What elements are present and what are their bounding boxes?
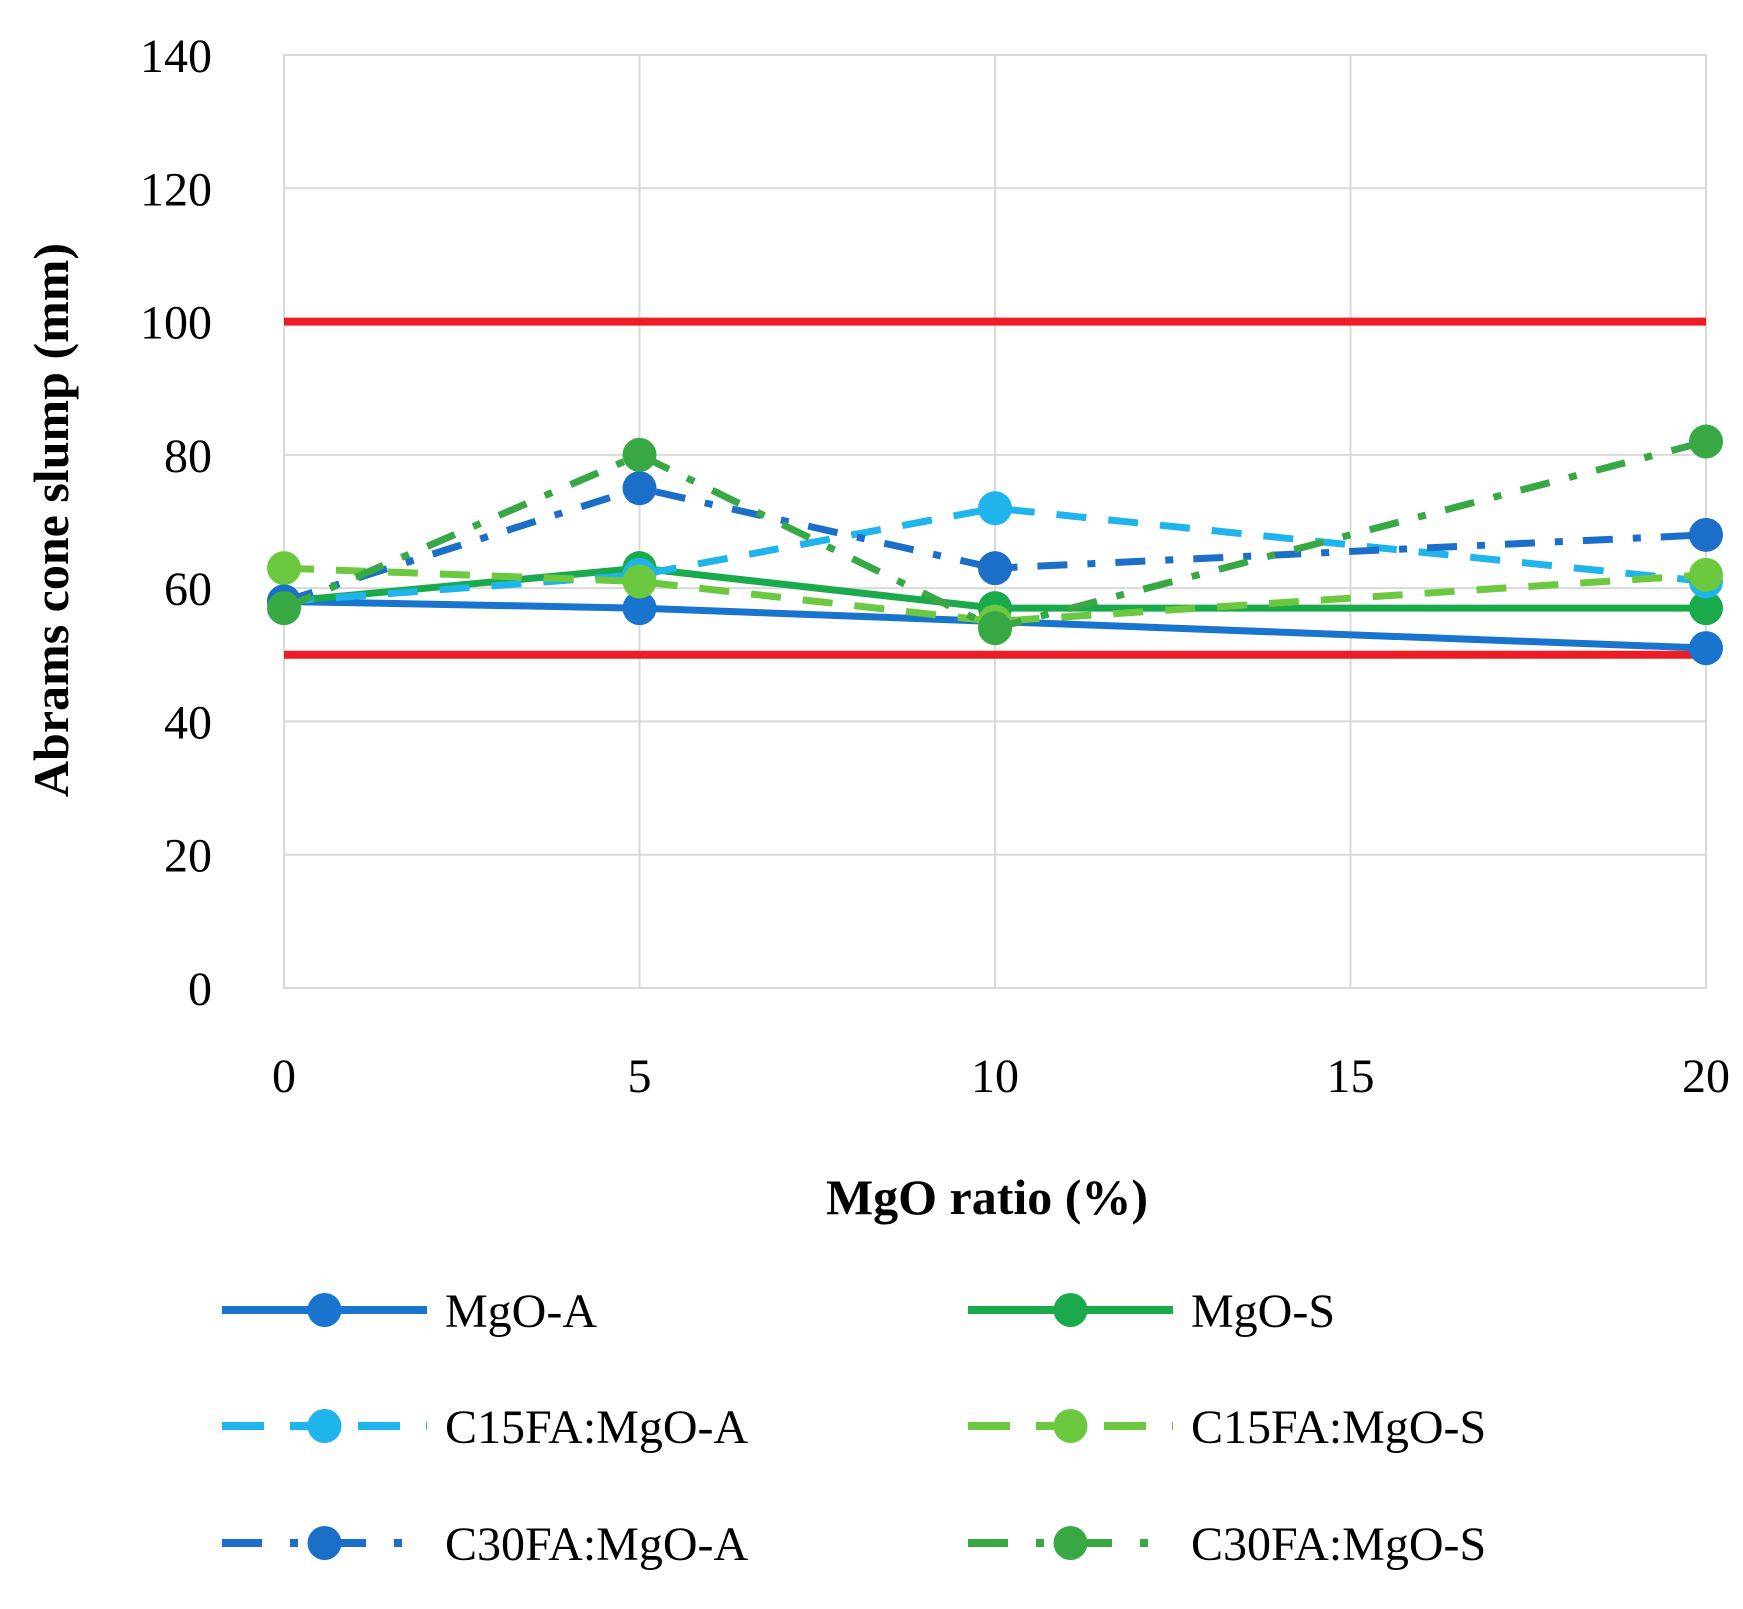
data-point xyxy=(978,551,1012,586)
data-point xyxy=(1689,517,1723,552)
x-tick-label: 15 xyxy=(1327,1050,1375,1103)
data-point xyxy=(622,437,657,472)
x-tick-labels: 0 5 10 15 20 xyxy=(272,1050,1730,1103)
y-tick-label: 40 xyxy=(164,696,212,749)
series-line-c30fa-mgo-a xyxy=(282,484,1707,605)
series-c30fa-mgo-s xyxy=(267,424,1723,646)
legend-marker xyxy=(1053,1409,1088,1443)
legend-marker xyxy=(307,1409,342,1443)
data-point xyxy=(267,551,301,586)
data-point xyxy=(622,564,657,599)
legend-item-c15fa-mgo-a: C15FA:MgO-A xyxy=(222,1401,748,1454)
legend: MgO-A MgO-S C15FA:MgO-A C15FA:MgO-S C30FA:Mg… xyxy=(222,1285,1486,1571)
legend-label: C30FA:MgO-S xyxy=(1191,1518,1486,1571)
legend-item-mgo-s: MgO-S xyxy=(968,1285,1335,1338)
y-tick-label: 20 xyxy=(164,830,212,883)
data-point xyxy=(622,591,657,626)
legend-item-c15fa-mgo-s: C15FA:MgO-S xyxy=(968,1401,1486,1454)
legend-item-c30fa-mgo-s: C30FA:MgO-S xyxy=(968,1518,1486,1571)
data-point xyxy=(1689,591,1723,626)
series-line-c15fa-mgo-a xyxy=(283,504,1707,605)
data-point xyxy=(978,491,1012,526)
data-point xyxy=(267,591,301,626)
y-tick-label: 80 xyxy=(164,430,212,483)
legend-label: C15FA:MgO-A xyxy=(445,1401,748,1454)
legend-marker xyxy=(307,1293,342,1327)
legend-item-c30fa-mgo-a: C30FA:MgO-A xyxy=(222,1518,748,1571)
legend-label: C30FA:MgO-A xyxy=(445,1518,748,1571)
series-line-c15fa-mgo-s xyxy=(283,564,1707,625)
y-tick-label: 100 xyxy=(140,297,212,350)
y-axis-label: Abrams cone slump (mm) xyxy=(23,243,79,797)
y-tick-labels: 0 20 40 60 80 100 120 140 xyxy=(140,30,212,1016)
data-point xyxy=(1689,631,1723,666)
reference-lines xyxy=(284,317,1706,659)
y-tick-label: 120 xyxy=(140,163,212,216)
data-point xyxy=(622,471,657,506)
x-tick-label: 0 xyxy=(272,1050,296,1103)
series-layer xyxy=(267,424,1723,666)
x-tick-label: 10 xyxy=(971,1050,1019,1103)
legend-marker xyxy=(307,1526,342,1560)
legend-label: MgO-S xyxy=(1191,1285,1335,1338)
x-tick-label: 5 xyxy=(628,1050,652,1103)
series-line-mgo-a xyxy=(283,597,1707,652)
y-tick-label: 0 xyxy=(188,963,212,1016)
x-axis-label: MgO ratio (%) xyxy=(826,1169,1148,1225)
legend-marker xyxy=(1053,1526,1088,1560)
x-tick-label: 20 xyxy=(1682,1050,1730,1103)
y-tick-label: 140 xyxy=(140,30,212,83)
data-point xyxy=(1689,557,1723,592)
y-tick-label: 60 xyxy=(164,563,212,616)
legend-marker xyxy=(1053,1293,1088,1327)
legend-label: C15FA:MgO-S xyxy=(1191,1401,1486,1454)
data-point xyxy=(978,611,1012,646)
data-point xyxy=(1689,424,1723,459)
legend-item-mgo-a: MgO-A xyxy=(222,1285,597,1338)
legend-label: MgO-A xyxy=(445,1285,597,1338)
